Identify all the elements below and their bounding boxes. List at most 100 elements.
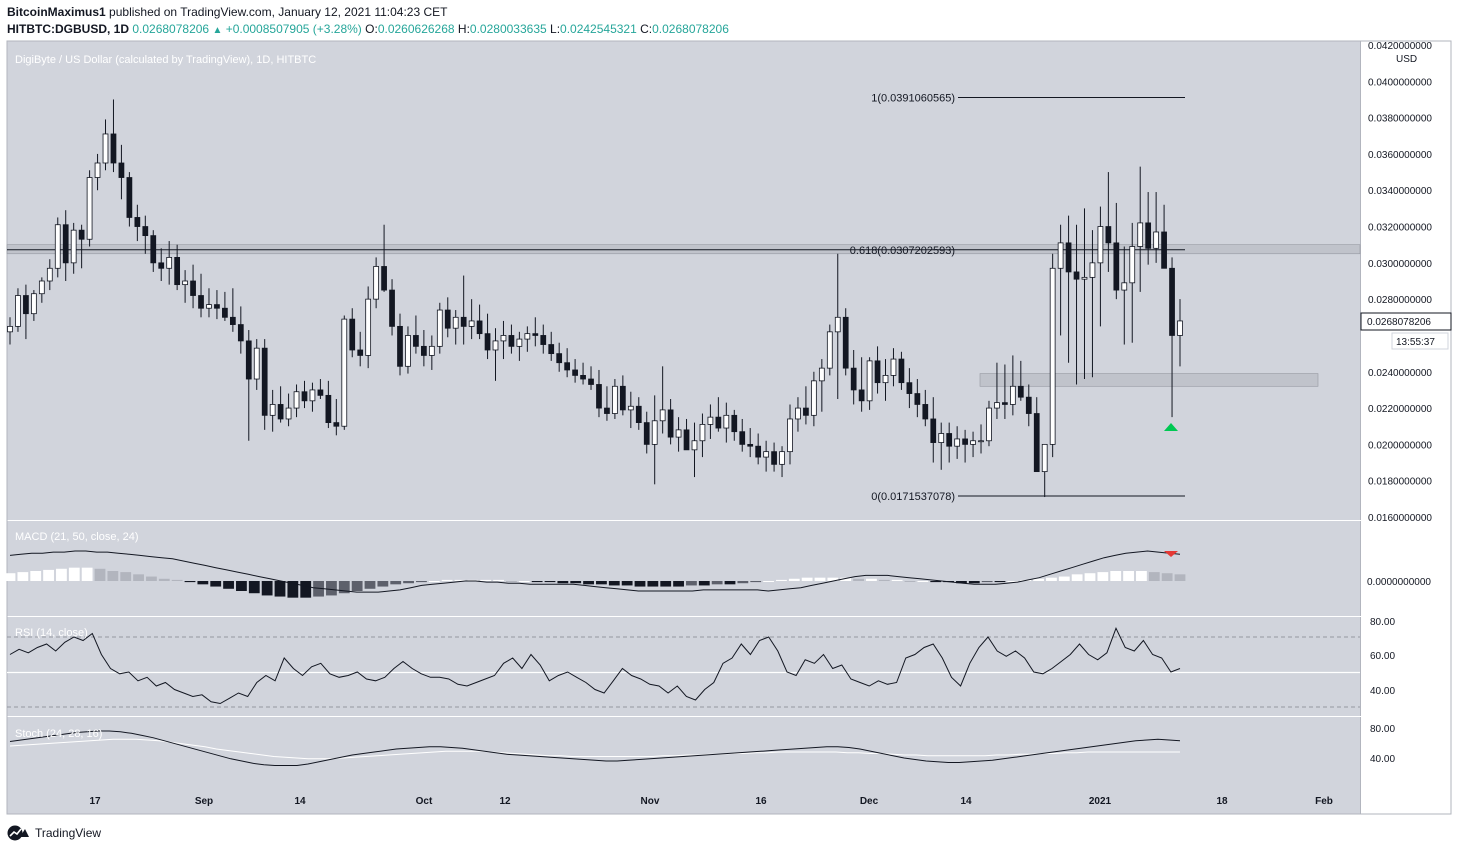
candle-body [373, 266, 379, 300]
stoch-tick-80: 80.00 [1370, 724, 1395, 735]
candle-body [1169, 267, 1175, 336]
macd-bar [1033, 578, 1044, 581]
stoch-pane[interactable] [7, 717, 1360, 814]
macd-bar [236, 581, 247, 591]
candle-body [683, 429, 690, 451]
macd-bar [570, 581, 582, 584]
candle-body [7, 325, 13, 333]
candle-body [906, 382, 913, 394]
macd-bar [647, 581, 659, 587]
macd-bar [1007, 581, 1019, 582]
macd-bar [493, 579, 504, 581]
price-tick: 0.0180000000 [1368, 477, 1432, 488]
rsi-line [9, 627, 1181, 705]
price-tick: 0.0420000000 [1368, 41, 1432, 52]
macd-bar [364, 581, 376, 589]
macd-bar [133, 574, 144, 581]
candle-body [357, 349, 364, 356]
stoch-k-line [9, 730, 1181, 766]
candle-body [858, 389, 865, 402]
macd-bar [763, 581, 774, 582]
candle-body [174, 256, 181, 286]
candle-body [70, 229, 77, 264]
candle-body [731, 414, 738, 433]
tradingview-brand[interactable]: TradingView [7, 825, 101, 841]
time-tick: 17 [89, 796, 101, 807]
candle-body [763, 451, 769, 458]
macd-bar [403, 581, 414, 584]
candle-body [532, 333, 539, 336]
time-tick: 18 [1216, 796, 1228, 807]
price-tick: 0.0340000000 [1368, 186, 1432, 197]
stoch-title: Stoch (24, 28, 16) [15, 728, 103, 740]
candle-body [691, 440, 698, 451]
candle-body [675, 429, 682, 438]
support-zone-lower [979, 373, 1319, 387]
macd-bar [480, 579, 492, 581]
price-pane[interactable] [7, 41, 1360, 520]
price-axis[interactable] [1361, 41, 1451, 814]
macd-bar [1174, 574, 1186, 581]
close-value: 0.0268078206 [652, 22, 729, 36]
ohlc-info: HITBTC:DGBUSD, 1D 0.0268078206 ▲ +0.0008… [7, 22, 729, 36]
macd-bar [1110, 571, 1122, 581]
candle-body [365, 298, 372, 356]
macd-bar [158, 578, 170, 581]
fib-levels: 1(0.0391060565) 0.618(0.0307202593) 0(0.01… [7, 93, 1185, 503]
candlesticks [7, 99, 1183, 498]
candle-body [381, 266, 387, 291]
candle-body [421, 345, 427, 356]
candle-body [301, 391, 308, 402]
candle-body [548, 344, 555, 355]
macd-bar [840, 577, 852, 581]
candle-body [222, 307, 228, 318]
candle-body [842, 316, 849, 369]
publish-info: BitcoinMaximus1 published on TradingView… [7, 5, 448, 19]
candle-body [994, 402, 1000, 409]
candle-body [1097, 226, 1104, 264]
candle-body [516, 338, 523, 347]
candle-body [635, 405, 642, 423]
macd-zero-tick: 0.0000000000 [1367, 577, 1431, 588]
high-label: H: [457, 22, 470, 36]
candle-body [150, 235, 157, 264]
author-name[interactable]: BitcoinMaximus1 [7, 5, 106, 19]
candle-body [1145, 222, 1152, 249]
candle-body [1089, 262, 1096, 278]
currency-label: USD [1396, 54, 1417, 65]
macd-bar [904, 581, 916, 582]
macd-bar [94, 568, 106, 581]
macd-pane[interactable] [7, 521, 1360, 616]
candle-body [1025, 396, 1032, 414]
macd-bar [981, 581, 993, 583]
macd-bar [801, 577, 813, 581]
candle-body [389, 289, 395, 327]
candle-body [245, 340, 252, 380]
macd-bar [608, 581, 620, 586]
rsi-tick-60: 60.00 [1370, 651, 1395, 662]
candle-body [397, 325, 403, 367]
macd-bar [416, 581, 427, 583]
macd-bar [1071, 574, 1083, 581]
candle-body [779, 451, 785, 465]
price-tag [1360, 312, 1452, 331]
fib-label: 0(0.0171537078) [871, 491, 955, 503]
macd-bar [248, 581, 260, 594]
macd-bar [1148, 572, 1160, 581]
candle-body [134, 217, 141, 227]
macd-bar [968, 581, 980, 584]
candle-body [508, 335, 515, 347]
time-tick: Sep [195, 796, 213, 807]
macd-histogram [4, 567, 1186, 598]
price-tick: 0.0400000000 [1368, 77, 1432, 88]
macd-bar [454, 579, 466, 581]
macd-bar [660, 581, 672, 587]
macd-signal-red-arrow-icon [1164, 551, 1178, 557]
candle-body [667, 409, 674, 438]
rsi-pane[interactable] [7, 617, 1360, 716]
candle-body [428, 345, 435, 356]
candle-body [261, 347, 268, 416]
macd-bar [557, 581, 569, 584]
macd-bar [1123, 571, 1134, 581]
